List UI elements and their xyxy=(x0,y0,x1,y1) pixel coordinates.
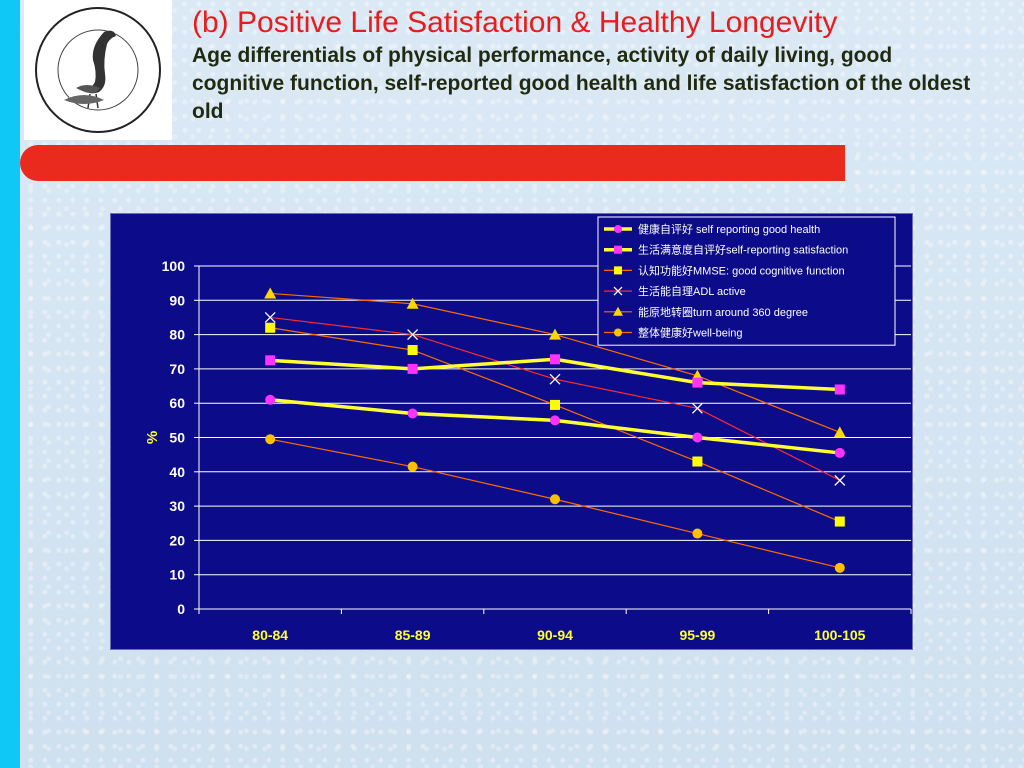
data-point-series-4 xyxy=(407,329,419,341)
data-point-series-2 xyxy=(550,354,560,365)
data-point-series-2 xyxy=(407,363,418,374)
legend-swatch-marker xyxy=(614,225,622,233)
legend-label: 生活满意度自评好self-reporting satisfaction xyxy=(638,243,848,257)
data-point-series-5 xyxy=(264,287,277,299)
data-point-series-4 xyxy=(691,402,703,414)
y-tick-label: 80 xyxy=(169,327,185,343)
data-point-series-1 xyxy=(265,394,276,405)
chart-container: 0 10 20 30 40 50 60 70 80 90 100 80-84 85-89 90-94 95-… xyxy=(110,213,913,650)
data-point-series-3 xyxy=(692,456,703,467)
legend-label: 生活能自理ADL active xyxy=(638,284,746,298)
line-chart: 0 10 20 30 40 50 60 70 80 90 100 80-84 85-89 90-94 95-… xyxy=(144,216,912,643)
data-point-series-6 xyxy=(550,494,560,505)
data-point-series-2 xyxy=(834,384,845,395)
y-tick-label: 50 xyxy=(169,430,185,446)
crane-logo-icon xyxy=(35,7,161,133)
data-point-series-1 xyxy=(692,432,703,443)
legend-swatch-marker xyxy=(613,286,623,296)
data-point-series-6 xyxy=(265,434,276,445)
data-point-series-3 xyxy=(834,516,845,527)
data-point-series-5 xyxy=(549,328,561,340)
y-axis-label: % xyxy=(144,431,161,444)
y-tick-label: 10 xyxy=(169,567,185,583)
legend-swatch-marker xyxy=(614,245,622,254)
y-tick-label: 40 xyxy=(169,464,185,480)
data-point-series-2 xyxy=(265,355,276,366)
x-tick-label: 80-84 xyxy=(252,627,288,643)
data-point-series-4 xyxy=(264,311,276,323)
data-point-series-6 xyxy=(407,461,418,472)
data-point-series-1 xyxy=(407,408,418,419)
x-tick-label: 85-89 xyxy=(395,627,431,643)
data-point-series-5 xyxy=(833,426,846,438)
legend-label: 整体健康好well-being xyxy=(638,326,743,340)
data-point-series-3 xyxy=(550,399,560,410)
red-banner xyxy=(20,145,845,181)
y-tick-label: 60 xyxy=(169,395,185,411)
logo xyxy=(24,0,172,140)
legend-label: 认知功能好MMSE: good cognitive function xyxy=(638,263,845,277)
y-tick-label: 100 xyxy=(162,258,186,274)
data-point-series-6 xyxy=(834,562,845,573)
y-tick-label: 70 xyxy=(169,361,185,377)
y-tick-label: 90 xyxy=(169,292,185,308)
data-point-series-3 xyxy=(265,322,276,333)
x-tick-label: 100-105 xyxy=(814,627,866,643)
legend-swatch-marker xyxy=(613,306,623,316)
data-point-series-6 xyxy=(692,528,703,539)
x-tick-label: 95-99 xyxy=(679,627,715,643)
y-tick-label: 30 xyxy=(169,498,185,514)
y-tick-label: 20 xyxy=(169,532,185,548)
page-title: (b) Positive Life Satisfaction & Healthy… xyxy=(192,6,838,39)
x-tick-label: 90-94 xyxy=(537,627,573,643)
data-point-series-5 xyxy=(406,297,419,309)
data-point-series-2 xyxy=(692,377,703,388)
legend-swatch-marker xyxy=(614,266,622,275)
legend-swatch-marker xyxy=(614,328,622,337)
left-accent-bar xyxy=(0,0,20,768)
data-point-series-4 xyxy=(834,474,846,486)
page-subtitle: Age differentials of physical performanc… xyxy=(192,44,971,123)
data-point-series-1 xyxy=(550,415,560,426)
y-tick-label: 0 xyxy=(177,601,185,617)
data-point-series-3 xyxy=(407,345,418,356)
legend-label: 能原地转圈turn around 360 degree xyxy=(638,305,808,319)
data-point-series-4 xyxy=(549,373,561,385)
legend-box xyxy=(597,216,896,346)
data-point-series-1 xyxy=(834,447,845,458)
legend-label: 健康自评好 self reporting good health xyxy=(638,222,820,236)
